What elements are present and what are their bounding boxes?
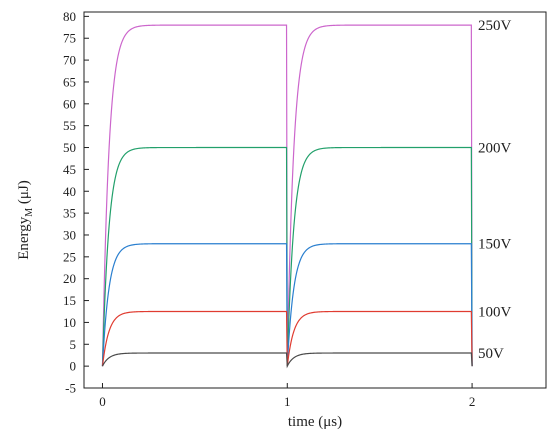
- series-line-50v: [101, 352, 473, 369]
- y-tick-label: 30: [63, 227, 76, 242]
- plot-frame: [83, 11, 547, 389]
- series-lines: [101, 24, 473, 369]
- y-tick-label: 70: [63, 53, 76, 68]
- y-tick-label: 40: [63, 184, 76, 199]
- y-tick-label: 5: [70, 337, 77, 352]
- series-labels: 250V 200V 150V 100V 50V: [478, 18, 512, 362]
- y-tick-label: 50: [63, 140, 76, 155]
- y-tick-label: 35: [63, 206, 76, 221]
- series-label-150v: 150V: [478, 237, 512, 253]
- x-tick-label: 0: [99, 394, 106, 409]
- ticks: -5 0 5 10 15 20 25 30 35 40 45 50 55 60 65 70 75 80 0 1 2: [63, 9, 475, 409]
- y-tick-label: 60: [63, 96, 76, 111]
- axes: [83, 11, 547, 389]
- y-tick-label: 25: [63, 249, 76, 264]
- y-axis-title-unit: (μJ): [16, 180, 32, 208]
- series-label-250v: 250V: [478, 18, 512, 34]
- y-tick-label: 20: [63, 271, 76, 286]
- y-tick-label: 75: [63, 31, 76, 46]
- y-tick-label: -5: [65, 381, 76, 396]
- y-axis-title: EnergyM (μJ): [16, 180, 35, 260]
- x-tick-label: 1: [284, 394, 291, 409]
- y-tick-label: 0: [70, 359, 77, 374]
- y-tick-label: 65: [63, 74, 76, 89]
- series-label-50v: 50V: [478, 346, 504, 362]
- y-tick-label: 45: [63, 162, 76, 177]
- y-tick-label: 10: [63, 315, 76, 330]
- x-axis-title: time (μs): [288, 414, 342, 430]
- y-tick-label: 80: [63, 9, 76, 24]
- y-tick-label: 55: [63, 118, 76, 133]
- y-axis-title-main: Energy: [16, 216, 32, 260]
- y-axis-title-subscript: M: [24, 208, 35, 217]
- x-tick-label: 2: [469, 394, 476, 409]
- y-tick-label: 15: [63, 293, 76, 308]
- series-label-200v: 200V: [478, 141, 512, 157]
- series-label-100v: 100V: [478, 304, 512, 320]
